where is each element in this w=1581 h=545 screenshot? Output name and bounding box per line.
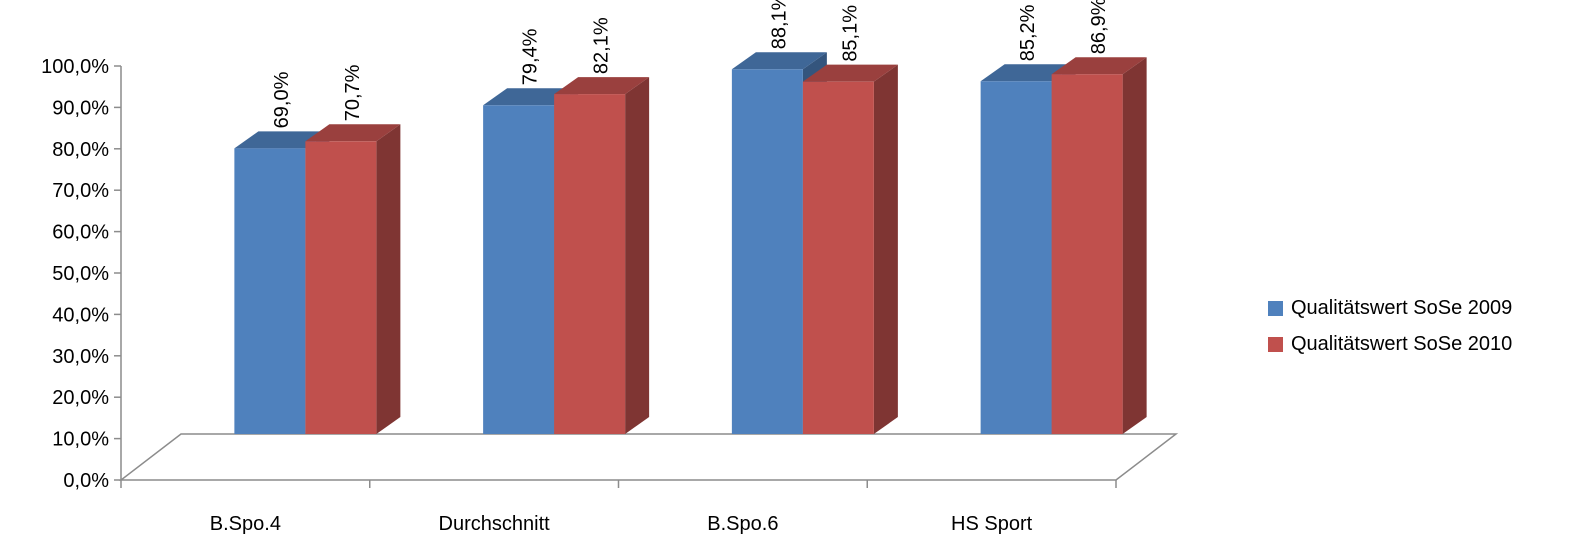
bar-front: [731, 69, 803, 435]
x-tick-label: B.Spo.4: [210, 513, 281, 535]
legend-swatch-2010: [1268, 336, 1283, 352]
y-tick-label: 0,0%: [63, 470, 109, 492]
data-label: 70,7%: [342, 64, 364, 121]
bar-side: [873, 64, 898, 434]
legend-swatch-2009: [1268, 300, 1283, 316]
bar-side: [376, 124, 401, 434]
bar: [1051, 57, 1147, 434]
y-tick-label: 100,0%: [41, 56, 109, 78]
bar-front: [483, 105, 555, 434]
bar-top: [731, 52, 827, 70]
data-label: 82,1%: [591, 17, 613, 74]
bar: [305, 124, 401, 434]
chart-floor: [118, 433, 1179, 481]
y-tick-label: 90,0%: [52, 97, 109, 119]
bar-top: [1051, 57, 1147, 75]
axes: 0,0% 10,0% 20,0% 30,0% 40,0% 50,0% 60,0% 70,0% 8…: [41, 56, 1179, 535]
bars: [234, 52, 1147, 435]
bar-top: [554, 77, 650, 95]
data-label: 85,2%: [1017, 4, 1039, 61]
data-label: 88,1%: [768, 0, 790, 49]
bar-front: [305, 141, 377, 434]
bar-front: [554, 94, 626, 434]
y-tick-label: 70,0%: [52, 180, 109, 202]
y-tick-label: 50,0%: [52, 263, 109, 285]
bar-top: [802, 64, 898, 82]
bar-side: [1122, 57, 1147, 434]
y-tick-label: 80,0%: [52, 139, 109, 161]
y-tick-label: 40,0%: [52, 304, 109, 326]
x-tick-label: HS Sport: [951, 513, 1033, 535]
bar-top: [305, 124, 401, 142]
legend-item-2009: Qualitätswert SoSe 2009: [1268, 290, 1568, 326]
x-tick-label: Durchschnitt: [439, 513, 551, 535]
bar: [802, 64, 898, 434]
data-label: 85,1%: [839, 5, 861, 62]
data-label: 86,9%: [1088, 0, 1110, 54]
data-label: 69,0%: [271, 71, 293, 128]
bar-front: [802, 81, 874, 434]
legend-label-2009: Qualitätswert SoSe 2009: [1291, 296, 1513, 319]
bar-front: [1051, 74, 1123, 434]
bar-front: [980, 81, 1052, 434]
legend-label-2010: Qualitätswert SoSe 2010: [1291, 332, 1513, 355]
y-tick-label: 10,0%: [52, 429, 109, 451]
legend: Qualitätswert SoSe 2009 Qualitätswert So…: [1268, 290, 1568, 362]
y-tick-label: 60,0%: [52, 222, 109, 244]
x-tick-label: B.Spo.6: [707, 513, 778, 535]
data-labels: 69,0% 70,7% 79,4% 82,1% 88,1% 85,1% 85,2% 86,9%: [271, 0, 1110, 128]
bar: [554, 77, 650, 434]
bar-front: [234, 148, 306, 434]
legend-item-2010: Qualitätswert SoSe 2010: [1268, 326, 1568, 362]
bar-side: [625, 77, 650, 434]
y-tick-label: 30,0%: [52, 346, 109, 368]
data-label: 79,4%: [520, 28, 542, 85]
y-tick-label: 20,0%: [52, 387, 109, 409]
